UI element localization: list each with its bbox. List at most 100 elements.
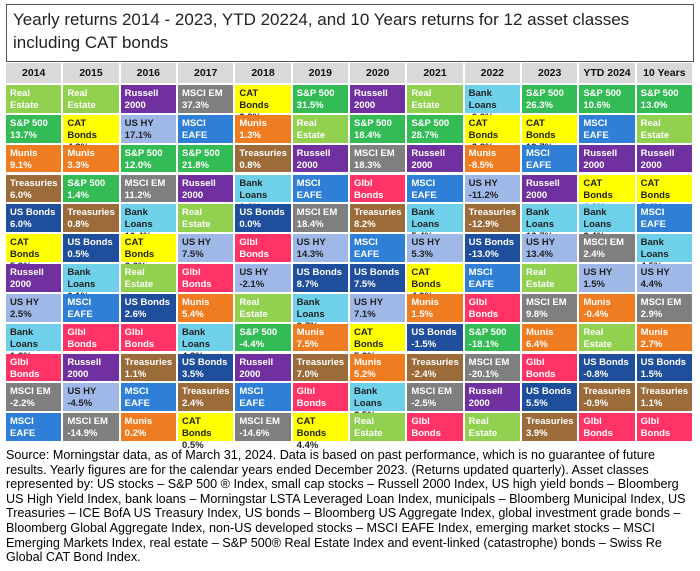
return-cell: Bank Loans3.5% [350,383,406,421]
asset-name: US HY [124,117,154,129]
return-cell: Glbl Bonds9.2% [350,174,406,213]
asset-name: Glbl Bonds [67,326,97,350]
asset-name: MSCI EM [182,88,223,99]
asset-name: Glbl Bonds [182,267,212,290]
asset-name: US Bonds [526,386,572,398]
asset-name: MSCI EAFE [10,416,36,440]
asset-name: Russell 2000 [354,88,388,111]
return-cell: Russell 200014.6% [178,174,234,213]
asset-name: Russell 2000 [468,386,503,410]
asset-name: MSCI EM [411,386,452,398]
asset-name: MSCI EAFE [640,207,666,231]
asset-name: Russell 2000 [583,147,618,171]
return-cell: S&P 500 31.5% [292,85,348,113]
return-cell: Bank Loans5.4% [407,204,463,242]
asset-name: CAT Bonds [124,237,155,261]
return-cell: MSCI EM -2.5% [407,383,463,412]
return-value: 4.4% [296,440,319,452]
return-cell: Bank Loans0.6% [235,174,291,213]
asset-name: Treasuries [468,207,517,219]
asset-name: MSCI EM [354,147,395,159]
asset-name: US HY [640,267,670,278]
return-cell: MSCI EM 2.9% [636,293,692,322]
asset-name: Treasuries [182,386,230,398]
asset-name: Bank Loans [10,326,38,350]
return-value: -11.2% [468,189,499,201]
return-cell: Real Estate8.0% [636,114,692,153]
column-header: 2023 [522,63,578,83]
return-cell: Munis 0.2% [120,413,176,441]
asset-name: US Bonds [354,267,400,278]
return-cell: Munis 1.3% [235,114,291,143]
return-cell: MSCI EAFE25.0% [178,114,234,153]
return-cell: MSCI EAFE-13.8% [235,383,291,421]
return-value: 5.3% [411,249,433,261]
asset-name: Russell 2000 [10,267,44,290]
return-cell: MSCI EM 9.8% [522,293,578,322]
return-cell: CAT Bonds 0.5% [178,413,234,451]
asset-name: US Bonds [411,326,457,338]
asset-name: Munis [239,117,267,129]
return-cell: Munis 7.5% [292,323,348,352]
return-cell: Russell 200014.8% [407,144,463,183]
column-header: 2016 [120,63,176,83]
asset-name: S&P 500 [182,147,220,159]
return-cell: Real Estate46.2% [407,85,463,123]
asset-name: Bank Loans [124,207,153,231]
asset-name: Glbl Bonds [239,237,269,261]
column-header: 2019 [292,63,348,83]
return-value: 2.4% [583,249,605,261]
return-cell: US HY 7.5% [178,234,234,262]
asset-name: Russell 2000 [182,177,216,201]
return-cell: Munis 1.5% [407,293,463,322]
return-value: 3.9% [526,428,548,440]
asset-name: Munis [583,296,611,308]
asset-name: US HY [468,177,498,189]
asset-name: Russell 2000 [526,177,560,201]
return-cell: US HY 2.5% [6,293,62,322]
asset-name: Glbl Bonds [10,356,40,380]
asset-name: US HY [10,296,40,308]
asset-name: MSCI EAFE [526,147,552,171]
asset-name: Treasuries [526,416,574,428]
return-cell: Bank Loans1.8% [6,323,62,362]
return-value: 1.4% [67,189,89,201]
return-value: -18.1% [468,338,499,350]
return-cell: Treasuries 8.2% [350,204,406,233]
return-value: 5.2% [354,368,376,380]
return-value: -0.4% [583,308,609,320]
return-cell: CAT Bonds 4.4% [292,413,348,451]
return-cell: Real Estate10.8% [178,204,234,242]
asset-name: US Bonds [239,207,285,219]
asset-name: Real Estate [526,267,555,290]
column-header: 2020 [350,63,406,83]
asset-name: Bank Loans [296,296,325,320]
asset-name: Bank Loans [411,207,440,231]
asset-name: CAT Bonds [239,88,269,111]
column-header: 2014 [6,63,62,83]
asset-name: MSCI EM [583,237,624,249]
return-value: -4.4% [239,338,265,350]
return-value: 1.5% [583,279,605,290]
return-cell: MSCI EAFE18.2% [522,144,578,183]
return-value: 2.7% [640,338,663,350]
return-value: 1.1% [640,398,663,410]
return-value: 0.0% [239,219,261,231]
asset-name: Bank Loans [468,88,497,111]
asset-name: CAT Bonds [468,117,499,141]
return-cell: US HY -4.5% [63,383,119,412]
return-value: 0.5% [182,440,204,452]
return-cell: Glbl Bonds -4.7% [407,413,463,451]
return-cell: Bank Loans13.7% [522,204,578,242]
return-value: -26.1% [468,440,499,452]
return-cell: US HY 1.5% [579,264,635,292]
return-cell: Bank Loans0.1% [63,264,119,302]
return-value: 9.8% [526,308,548,320]
return-cell: Treasuries -12.9% [464,204,520,233]
return-value: -2.2% [10,398,35,410]
asset-name: S&P 500 [296,88,335,99]
return-cell: Russell 200021.3% [120,85,176,123]
